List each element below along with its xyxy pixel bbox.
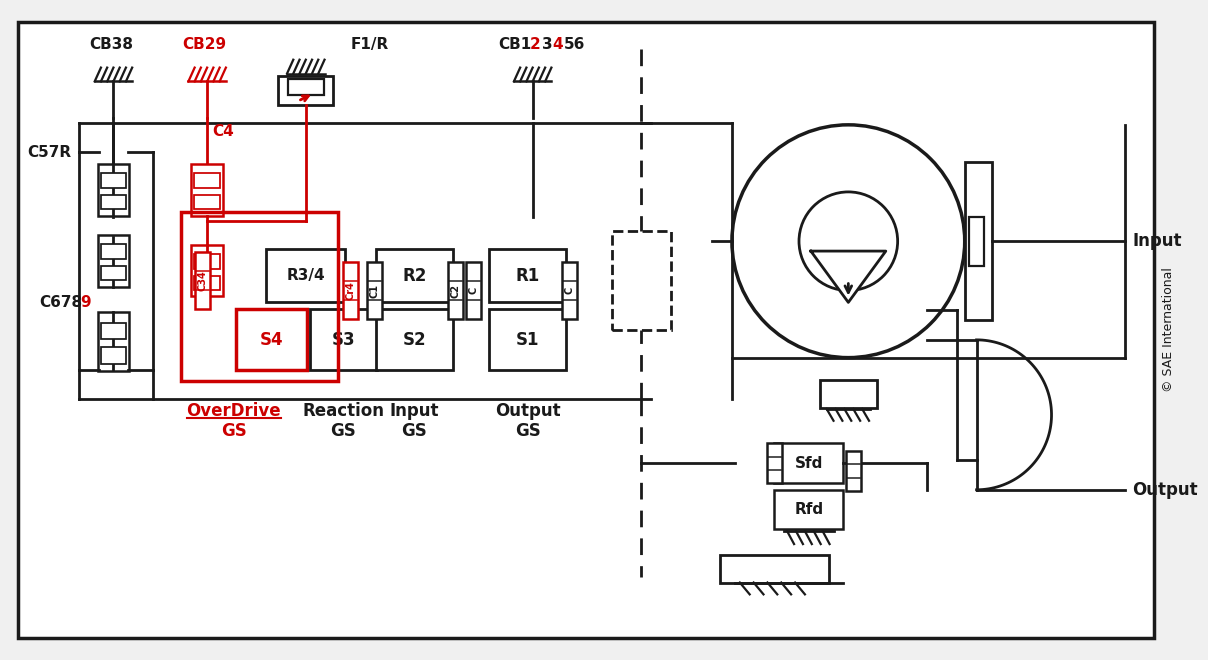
- Text: CB29: CB29: [182, 37, 227, 52]
- Bar: [367, 262, 382, 319]
- Text: OverDrive: OverDrive: [186, 402, 281, 420]
- Bar: [774, 490, 843, 529]
- Text: C34: C34: [197, 271, 208, 291]
- Bar: [98, 164, 129, 216]
- Bar: [180, 212, 338, 381]
- Bar: [100, 173, 127, 188]
- Bar: [376, 310, 453, 370]
- Bar: [288, 79, 324, 95]
- Bar: [965, 162, 992, 320]
- Bar: [266, 249, 345, 302]
- Text: C4: C4: [213, 123, 234, 139]
- Bar: [309, 310, 377, 370]
- Text: 56: 56: [564, 37, 586, 52]
- Polygon shape: [811, 251, 885, 302]
- Bar: [100, 244, 127, 259]
- Text: Output: Output: [1132, 480, 1198, 499]
- Text: C57R: C57R: [27, 145, 71, 160]
- Text: Input: Input: [389, 402, 439, 420]
- Bar: [343, 262, 358, 319]
- Bar: [969, 216, 985, 266]
- Text: F1/R: F1/R: [350, 37, 389, 52]
- Bar: [489, 310, 567, 370]
- Bar: [194, 195, 220, 209]
- Bar: [376, 249, 453, 302]
- Text: R1: R1: [516, 267, 540, 284]
- Text: 3: 3: [541, 37, 552, 52]
- Text: GS: GS: [221, 422, 246, 440]
- Text: S1: S1: [516, 331, 540, 349]
- Bar: [191, 164, 223, 216]
- Text: 9: 9: [80, 295, 91, 310]
- Bar: [820, 380, 877, 408]
- Bar: [720, 555, 829, 583]
- Text: S4: S4: [260, 331, 283, 349]
- Text: GS: GS: [401, 422, 428, 440]
- Bar: [236, 310, 307, 370]
- Bar: [278, 75, 333, 105]
- Text: C: C: [469, 287, 478, 294]
- Text: © SAE International: © SAE International: [1162, 267, 1175, 393]
- Text: Input: Input: [1132, 232, 1181, 250]
- Text: R3/4: R3/4: [286, 268, 325, 283]
- Text: C: C: [564, 287, 574, 294]
- Text: Sfd: Sfd: [795, 455, 823, 471]
- Bar: [774, 444, 843, 483]
- Bar: [489, 249, 567, 302]
- Bar: [100, 266, 127, 280]
- Text: GS: GS: [331, 422, 356, 440]
- Text: CB1: CB1: [498, 37, 532, 52]
- Bar: [98, 236, 129, 286]
- Circle shape: [798, 192, 898, 290]
- Bar: [194, 254, 220, 269]
- Text: CB38: CB38: [88, 37, 133, 52]
- Bar: [100, 347, 127, 364]
- Bar: [448, 262, 463, 319]
- Bar: [466, 262, 481, 319]
- Bar: [767, 444, 782, 483]
- Bar: [194, 173, 220, 188]
- Bar: [194, 276, 220, 290]
- Text: 4: 4: [552, 37, 563, 52]
- Bar: [611, 232, 670, 330]
- Bar: [562, 262, 576, 319]
- Text: C2: C2: [451, 284, 460, 298]
- Text: 2: 2: [529, 37, 540, 52]
- Bar: [191, 245, 223, 296]
- Text: R2: R2: [402, 267, 426, 284]
- Text: Reaction: Reaction: [302, 402, 384, 420]
- Text: C678: C678: [40, 295, 82, 310]
- Bar: [194, 252, 210, 310]
- Text: S3: S3: [331, 331, 355, 349]
- Text: Output: Output: [495, 402, 561, 420]
- Bar: [98, 312, 129, 372]
- Bar: [100, 323, 127, 339]
- Text: S2: S2: [402, 331, 426, 349]
- Text: GS: GS: [515, 422, 541, 440]
- Text: Rfd: Rfd: [795, 502, 824, 517]
- Bar: [846, 451, 860, 491]
- Text: C1: C1: [370, 284, 379, 298]
- Bar: [100, 195, 127, 209]
- Text: Cr4: Cr4: [345, 281, 355, 300]
